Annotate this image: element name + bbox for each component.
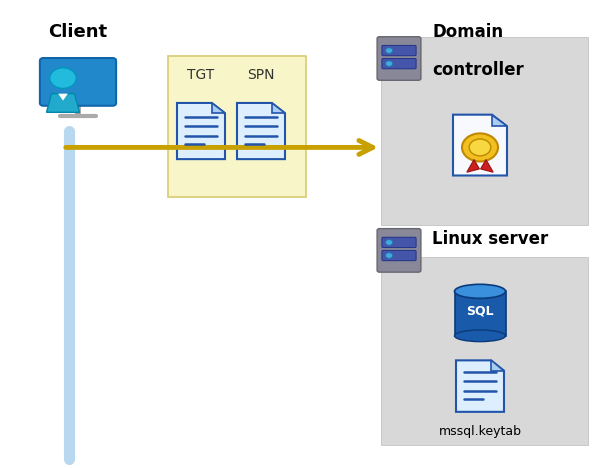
FancyBboxPatch shape bbox=[168, 56, 306, 197]
FancyBboxPatch shape bbox=[382, 58, 416, 69]
Ellipse shape bbox=[455, 330, 505, 342]
Polygon shape bbox=[492, 115, 507, 126]
FancyBboxPatch shape bbox=[381, 37, 588, 225]
Circle shape bbox=[50, 68, 76, 88]
Text: Linux server: Linux server bbox=[432, 230, 548, 248]
Polygon shape bbox=[58, 94, 68, 101]
Polygon shape bbox=[212, 103, 225, 113]
FancyBboxPatch shape bbox=[381, 257, 588, 445]
FancyBboxPatch shape bbox=[377, 37, 421, 80]
Text: Domain: Domain bbox=[432, 23, 503, 41]
Text: SPN: SPN bbox=[247, 68, 275, 82]
Polygon shape bbox=[491, 360, 504, 371]
Polygon shape bbox=[272, 103, 285, 113]
Polygon shape bbox=[47, 94, 79, 112]
Circle shape bbox=[386, 48, 393, 53]
Circle shape bbox=[386, 61, 393, 66]
Polygon shape bbox=[177, 103, 225, 159]
FancyBboxPatch shape bbox=[40, 58, 116, 106]
Polygon shape bbox=[467, 160, 479, 172]
FancyBboxPatch shape bbox=[455, 291, 505, 336]
FancyBboxPatch shape bbox=[382, 237, 416, 248]
FancyBboxPatch shape bbox=[382, 250, 416, 261]
Text: mssql.keytab: mssql.keytab bbox=[439, 424, 521, 438]
Circle shape bbox=[386, 253, 393, 258]
Polygon shape bbox=[237, 103, 285, 159]
Circle shape bbox=[462, 133, 498, 161]
Text: controller: controller bbox=[432, 61, 524, 79]
Circle shape bbox=[386, 240, 393, 245]
Polygon shape bbox=[453, 115, 507, 176]
FancyBboxPatch shape bbox=[382, 45, 416, 56]
Text: SQL: SQL bbox=[466, 305, 494, 318]
Ellipse shape bbox=[455, 284, 505, 299]
Circle shape bbox=[469, 139, 491, 156]
Text: Client: Client bbox=[49, 23, 107, 41]
FancyBboxPatch shape bbox=[377, 228, 421, 272]
Text: TGT: TGT bbox=[187, 68, 215, 82]
Polygon shape bbox=[481, 160, 493, 172]
Polygon shape bbox=[456, 360, 504, 412]
